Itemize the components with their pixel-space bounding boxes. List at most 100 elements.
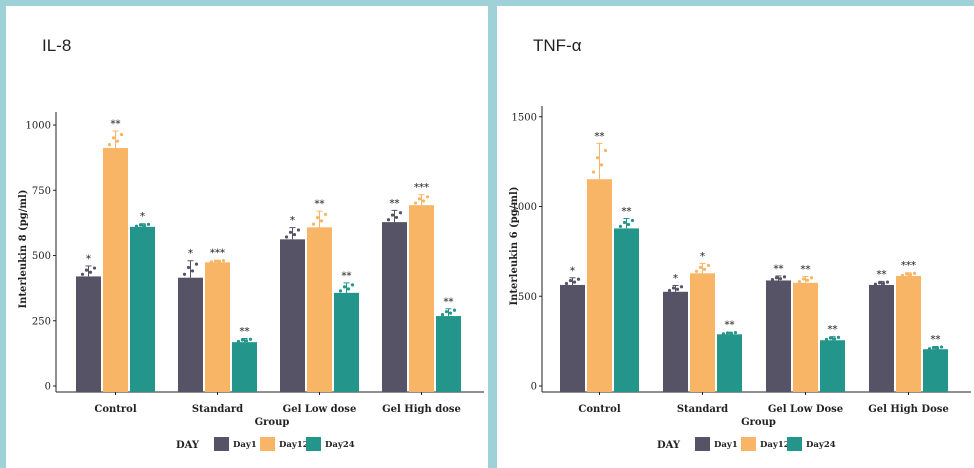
bar-day12 <box>587 179 612 392</box>
data-point <box>134 224 139 228</box>
data-point <box>138 223 143 227</box>
data-point <box>209 260 214 264</box>
significance-label: ** <box>444 297 454 308</box>
data-point <box>390 213 395 217</box>
bar-day24 <box>614 228 639 392</box>
legend-label-day1: Day1 <box>714 440 738 450</box>
y-axis-title: Interleukin 8 (pg/ml) <box>18 189 29 308</box>
data-point <box>350 283 355 287</box>
data-point <box>824 337 829 342</box>
data-point <box>733 330 738 335</box>
data-point <box>186 265 191 270</box>
legend-label-day12: Day12 <box>760 440 790 450</box>
legend-label-day12: Day12 <box>279 440 309 450</box>
x-tick-label: Control <box>578 404 620 415</box>
data-point <box>931 345 936 350</box>
data-point <box>394 215 399 220</box>
data-point <box>88 270 93 274</box>
data-point <box>774 276 779 280</box>
data-point <box>284 235 289 239</box>
data-point <box>342 285 347 289</box>
significance-label: * <box>140 212 145 223</box>
legend-swatch-day24 <box>306 437 321 451</box>
data-point <box>679 285 684 289</box>
data-point <box>626 222 631 227</box>
data-point <box>908 273 913 277</box>
bar-day24 <box>436 316 461 392</box>
legend-swatch-day1 <box>695 437 710 451</box>
data-point <box>421 199 426 203</box>
data-point <box>398 211 403 215</box>
y-tick-label: 500 <box>518 292 537 303</box>
tnf-panel-title: TNF-α <box>533 36 582 55</box>
data-point <box>599 163 604 167</box>
data-point <box>702 267 707 271</box>
data-point <box>805 278 810 282</box>
legend-title: DAY <box>176 440 200 451</box>
bar-day12 <box>896 275 921 392</box>
data-point <box>904 272 909 276</box>
significance-label: ** <box>622 207 632 218</box>
y-tick-label: 750 <box>32 186 51 197</box>
data-point <box>452 308 457 312</box>
data-point <box>877 281 882 285</box>
y-tick-label: 0 <box>531 382 537 393</box>
data-point <box>346 287 351 291</box>
data-point <box>675 287 680 291</box>
x-tick-label: Standard <box>677 404 728 415</box>
data-point <box>694 269 699 273</box>
data-point <box>591 170 596 174</box>
data-point <box>448 311 453 315</box>
significance-label: *** <box>901 261 916 272</box>
bar-day12 <box>307 227 332 392</box>
bar-day24 <box>923 349 948 392</box>
data-point <box>190 269 195 273</box>
bar-day24 <box>334 292 359 392</box>
data-point <box>770 277 775 282</box>
data-point <box>778 277 783 281</box>
bar-day1 <box>76 276 101 392</box>
data-point <box>576 277 581 281</box>
bar-day12 <box>690 273 715 392</box>
significance-label: ** <box>877 269 887 280</box>
data-point <box>194 262 199 266</box>
legend-swatch-day1 <box>214 437 229 451</box>
data-point <box>84 268 89 272</box>
significance-label: * <box>570 266 575 277</box>
significance-label: ** <box>595 131 605 142</box>
data-point <box>80 272 85 276</box>
significance-label: ** <box>828 325 838 336</box>
bar-day24 <box>820 340 845 392</box>
data-point <box>288 230 293 234</box>
y-tick-label: 500 <box>32 251 51 262</box>
data-point <box>444 310 449 314</box>
data-point <box>797 279 802 284</box>
significance-label: * <box>673 273 678 284</box>
data-point <box>386 218 391 222</box>
bar-day1 <box>766 280 791 392</box>
data-point <box>622 220 627 225</box>
data-point <box>119 132 124 137</box>
il8-panel: IL-8 0 250 500 750 1000 Interleukin 8 (pg/ml)… <box>6 6 488 468</box>
legend-label-day24: Day24 <box>806 440 836 450</box>
data-point <box>111 136 116 140</box>
x-tick-label: Gel Low dose <box>283 404 357 415</box>
significance-label: ** <box>725 320 735 331</box>
data-point <box>413 201 418 205</box>
data-point <box>836 335 841 339</box>
legend-label-day1: Day1 <box>233 440 257 450</box>
y-tick-label: 250 <box>32 316 51 327</box>
data-point <box>240 338 245 342</box>
y-tick-label: 1000 <box>26 121 51 132</box>
significance-label: ** <box>240 327 250 338</box>
data-point <box>417 197 422 201</box>
data-point <box>182 272 187 276</box>
significance-label: ** <box>801 265 811 276</box>
significance-label: *** <box>210 248 225 259</box>
x-tick-label: Gel High Dose <box>868 404 949 415</box>
data-point <box>572 280 577 284</box>
y-axis-title: Interleukin 6 (pg/ml) <box>509 186 520 305</box>
data-point <box>729 331 734 336</box>
y-tick-label: 1500 <box>512 112 537 123</box>
legend-label-day24: Day24 <box>325 440 355 450</box>
